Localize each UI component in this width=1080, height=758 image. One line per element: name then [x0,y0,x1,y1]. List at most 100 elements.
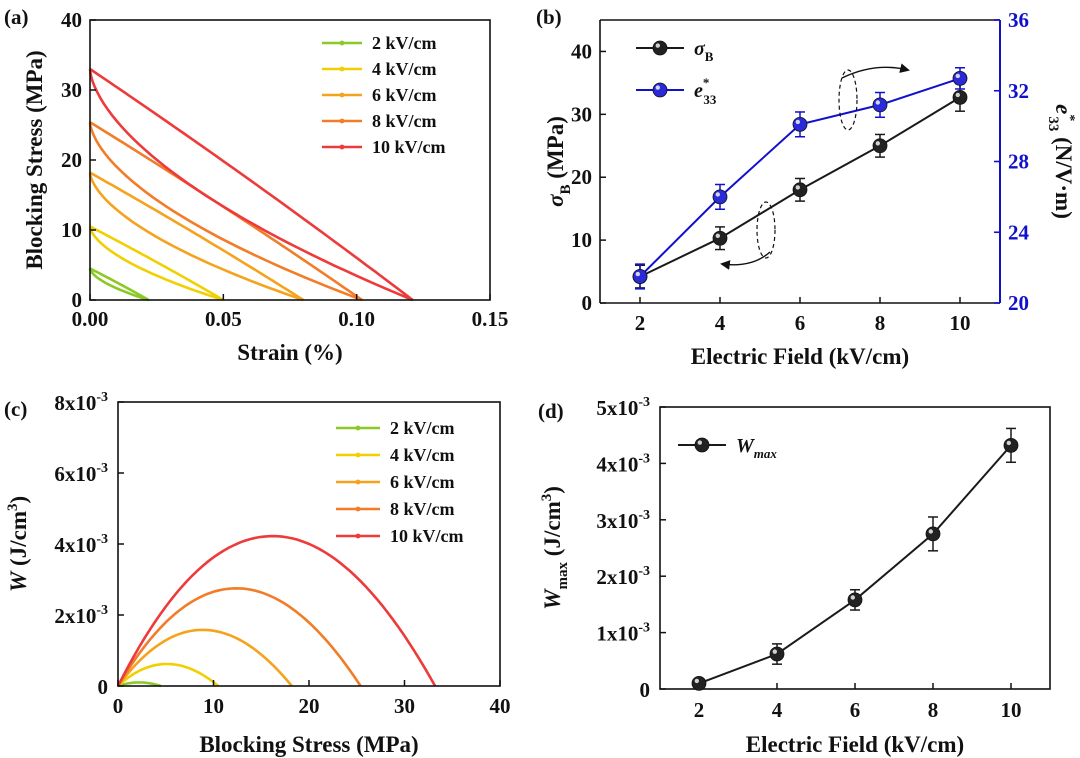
xtick-label-b-1: 4 [715,311,726,335]
curve-c-1 [117,662,220,688]
point-d-2 [847,592,863,608]
curve-a-3-lower [88,122,363,302]
x-axis-label-b: Electric Field (kV/cm) [691,344,909,369]
legend-marker-b-1-highlight [655,85,660,90]
point-b-1-3 [872,97,888,113]
point-b-0-2-highlight [795,185,800,190]
legend-marker-d-highlight [697,440,702,445]
point-b-0-1 [712,230,728,246]
point-b-1-0-highlight [635,271,640,277]
curve-a-0-lower [88,268,150,302]
ytick-left-label-b-4: 40 [571,39,592,63]
point-b-1-4 [952,70,968,86]
curve-a-2-lower [88,172,304,302]
legend-dot-c-4 [355,533,361,539]
legend-label-c-2: 6 kV/cm [390,472,455,492]
series-line-d-0 [698,444,1012,685]
xtick-label-c-2: 20 [299,694,320,718]
point-b-0-1-highlight [715,233,720,239]
ytick-label-c-3: 6x10-3 [54,461,108,486]
legend-marker-d [694,437,710,453]
xtick-label-b-0: 2 [635,311,646,335]
panel-label-a: (a) [4,5,29,29]
point-b-1-4-highlight [955,73,960,79]
point-d-4 [1003,437,1019,453]
point-b-1-2 [792,116,808,132]
xtick-label-c-1: 10 [203,694,224,718]
ytick-label-c-4: 8x10-3 [54,390,108,415]
xtick-label-d-3: 8 [928,698,939,722]
curve-c-2 [116,628,293,687]
point-b-1-0 [632,269,648,284]
point-b-0-4 [952,89,968,105]
curve-a-1-upper [89,225,224,302]
legend-dot-a-4 [339,144,345,150]
point-b-1-1 [712,189,728,205]
point-b-0-3 [872,138,888,154]
xtick-label-c-4: 40 [490,694,511,718]
xtick-label-d-4: 10 [1001,698,1022,722]
ytick-right-label-b-3: 32 [1008,79,1029,103]
annotation-ellipse-right [838,69,858,131]
ytick-label-a-3: 30 [61,78,82,102]
x-axis-label-c: Blocking Stress (MPa) [199,732,418,757]
legend-label-b-1: e* 33 [694,75,717,107]
legend-dot-a-0 [339,40,345,46]
xtick-label-a-3: 0.15 [472,307,509,331]
panel-label-d: (d) [538,399,564,423]
ytick-left-label-b-0: 0 [582,291,593,315]
ytick-label-c-2: 4x10-3 [54,532,108,557]
point-d-3-highlight [928,529,933,534]
legend-marker-b-0-highlight [655,43,660,48]
point-d-0 [691,675,707,691]
xtick-label-a-1: 0.05 [205,307,242,331]
ytick-label-d-5: 5x10-3 [596,395,650,420]
ytick-label-c-1: 2x10-3 [54,603,108,628]
panel-d: 2 4 6 8 10 0 1x10-3 2x10-3 3x10-3 4x10-3 5x10-3 Wma… [538,395,1051,757]
point-b-0-3-highlight [875,141,880,146]
ytick-left-label-b-2: 20 [571,165,592,189]
x-axis-label-a: Strain (%) [237,340,342,365]
legend-label-a-3: 8 kV/cm [372,111,437,131]
legend-label-a-0: 2 kV/cm [372,33,437,53]
legend-dot-c-2 [355,479,361,485]
legend-label-c-0: 2 kV/cm [390,418,455,438]
y-axis-label-d: Wmax (J/cm3) [539,486,571,610]
ytick-label-d-1: 1x10-3 [596,621,650,646]
xtick-label-d-0: 2 [694,698,705,722]
point-d-2-highlight [850,595,855,600]
ytick-label-c-0: 0 [98,675,109,699]
ytick-label-a-1: 10 [61,218,82,242]
ytick-label-d-2: 2x10-3 [596,564,650,589]
panel-a: 0.00 0.05 0.10 0.15 0 10 20 30 40 Strain (%) Block… [4,5,508,365]
ytick-left-label-b-1: 10 [571,228,592,252]
point-d-1-highlight [772,649,777,654]
xtick-label-a-0: 0.00 [72,307,109,331]
legend-label-c-4: 10 kV/cm [390,526,464,546]
ytick-right-label-b-0: 20 [1008,291,1029,315]
legend-marker-b-0 [652,40,668,56]
curve-a-4-lower [88,68,414,302]
curve-c-0 [117,681,162,688]
ytick-label-a-2: 20 [61,148,82,172]
y-axis-label-c: W (J/cm3) [5,496,31,592]
point-b-0-4-highlight [955,92,960,98]
axes-frame-d [659,406,1051,690]
curve-a-2-upper [89,171,305,302]
legend-label-a-1: 4 kV/cm [372,59,437,79]
xtick-label-b-2: 6 [795,311,806,335]
xtick-label-b-3: 8 [875,311,886,335]
point-b-1-2-highlight [795,119,800,125]
point-d-3 [925,526,941,542]
ytick-left-label-b-3: 30 [571,102,592,126]
legend-label-a-2: 6 kV/cm [372,85,437,105]
point-b-1-3-highlight [875,100,880,105]
xtick-label-d-1: 4 [772,698,783,722]
ytick-label-a-0: 0 [72,288,83,312]
curve-c-3 [116,586,362,687]
legend-dot-a-3 [339,118,345,124]
ytick-label-d-0: 0 [640,678,651,702]
ytick-label-d-3: 3x10-3 [596,508,650,533]
